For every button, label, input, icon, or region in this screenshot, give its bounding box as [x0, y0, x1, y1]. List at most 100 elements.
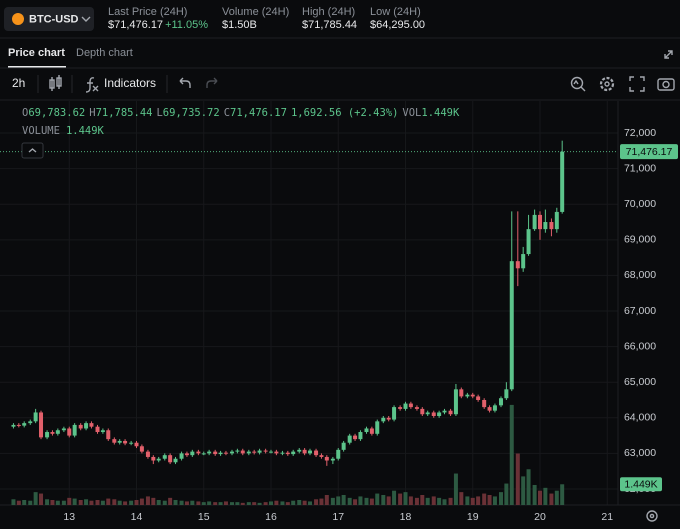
volume-bar: [498, 492, 503, 505]
undo-icon[interactable]: [179, 77, 191, 88]
volume-bar: [184, 501, 189, 505]
volume-bar: [269, 501, 274, 505]
volume-bar: [425, 497, 430, 505]
symbol[interactable]: BTC-USD: [29, 13, 79, 25]
candle-body: [184, 453, 189, 456]
y-tick-label: 67,000: [624, 305, 656, 317]
candle-body: [515, 261, 520, 269]
candle-body: [100, 430, 105, 433]
candle-body: [235, 450, 240, 452]
volume-bar: [453, 473, 458, 505]
volume-bar: [145, 496, 150, 505]
x-tick-label: 16: [265, 511, 277, 523]
settings-icon[interactable]: [599, 76, 615, 92]
candle-type-icon[interactable]: [49, 75, 62, 91]
settings-icon: [604, 81, 610, 87]
candle-body: [274, 451, 279, 454]
candle-body: [353, 435, 358, 440]
candle-body: [537, 214, 542, 230]
volume-bar: [218, 502, 223, 505]
screenshot-icon[interactable]: [657, 78, 675, 91]
volume-bar: [61, 500, 66, 505]
volume-bar: [532, 484, 537, 505]
volume-bar: [213, 502, 218, 505]
candle-body: [207, 451, 212, 454]
collapse-legend-button[interactable]: [21, 142, 44, 159]
volume-bar: [291, 500, 296, 505]
legend-value: 69,783.62: [28, 107, 85, 119]
candle-body: [487, 407, 492, 411]
tab-depth-chart[interactable]: Depth chart: [76, 47, 133, 59]
volume-bar: [16, 500, 21, 505]
volume-bar: [381, 494, 386, 505]
volume-bar: [22, 499, 27, 505]
volume-bar: [308, 501, 313, 505]
volume-bar: [100, 500, 105, 505]
volume-bar: [465, 496, 470, 505]
y-tick-label: 68,000: [624, 269, 656, 281]
candle-body: [314, 450, 319, 456]
volume-bar: [201, 502, 206, 505]
interval-button[interactable]: 2h: [12, 76, 25, 90]
candle-body: [67, 428, 72, 436]
volume-bar: [55, 500, 60, 505]
y-tick-label: 70,000: [624, 198, 656, 210]
volume-bar: [398, 493, 403, 505]
candle-body: [134, 442, 139, 447]
symbol-selector[interactable]: [4, 7, 94, 31]
candle-body: [498, 398, 503, 406]
volume-bar: [33, 492, 38, 505]
candle-body: [257, 450, 262, 453]
candle-body: [453, 389, 458, 415]
candle-body: [364, 428, 369, 433]
candle-body: [358, 432, 363, 440]
x-tick-label: 19: [467, 511, 479, 523]
search-icon[interactable]: [570, 76, 584, 90]
candle-body: [414, 407, 419, 409]
candle-body: [448, 410, 453, 415]
tab-price-chart[interactable]: Price chart: [8, 47, 65, 59]
volume-bar: [364, 497, 369, 505]
candle-body: [16, 424, 21, 426]
candle-body: [269, 451, 274, 453]
volume-bar: [257, 502, 262, 505]
volume-bar: [319, 498, 324, 505]
candle-body: [55, 430, 60, 434]
btc-icon: [12, 13, 24, 25]
legend-value: 71,785.44: [96, 107, 153, 119]
candle-body: [459, 389, 464, 397]
candle-body: [369, 428, 374, 434]
candle-body: [375, 421, 380, 434]
volume-bar: [230, 502, 235, 505]
volume-bar: [504, 483, 509, 505]
volume-bar: [235, 502, 240, 505]
indicators-icon[interactable]: [85, 77, 99, 93]
volume-bar: [515, 453, 520, 505]
stat-change: +11.05%: [165, 19, 208, 31]
volume-bar: [285, 502, 290, 505]
axis-settings-icon[interactable]: [646, 510, 658, 522]
last-price-label: 71,476.17: [626, 146, 673, 158]
volume-bar: [431, 496, 436, 505]
volume-bar: [263, 502, 268, 505]
candle-body: [549, 222, 554, 230]
volume-bar: [353, 499, 358, 505]
candle-body: [509, 261, 514, 390]
candle-body: [263, 450, 268, 452]
fullscreen-icon[interactable]: [629, 76, 645, 92]
indicators-button[interactable]: Indicators: [104, 76, 156, 90]
volume-bar: [39, 493, 44, 505]
candle-body: [302, 449, 307, 454]
volume-bar: [470, 497, 475, 505]
expand-icon[interactable]: [664, 50, 673, 59]
candle-body: [145, 451, 150, 457]
candle-body: [11, 424, 16, 427]
candle-body: [89, 423, 94, 427]
volume-bar: [347, 497, 352, 505]
volume-bar: [341, 494, 346, 505]
volume-bar: [168, 497, 173, 505]
volume-bar: [173, 499, 178, 505]
volume-bar: [179, 500, 184, 505]
x-tick-label: 14: [131, 511, 143, 523]
